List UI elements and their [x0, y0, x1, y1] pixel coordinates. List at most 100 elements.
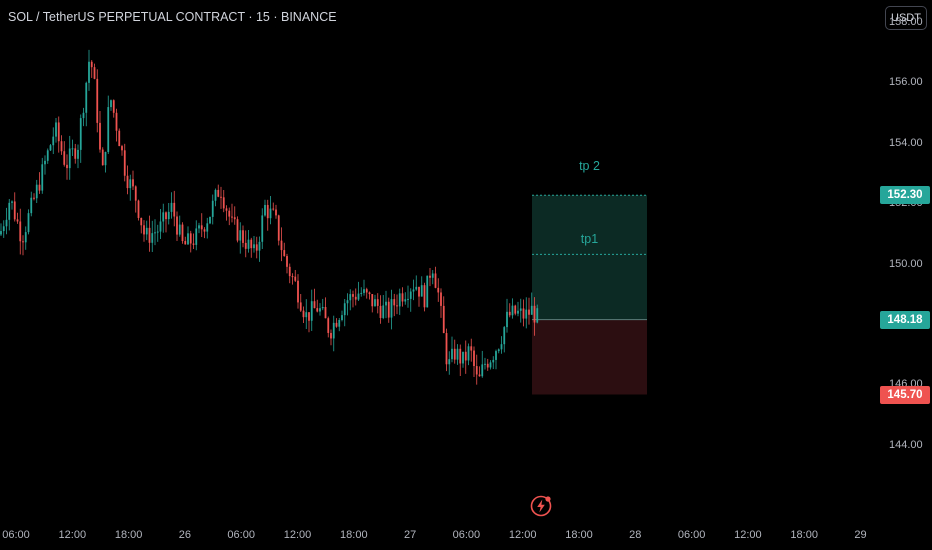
- candle-body: [269, 208, 272, 219]
- candle-body: [398, 293, 401, 307]
- candle-body: [206, 223, 209, 232]
- candle-body: [396, 305, 398, 307]
- candle-body: [123, 150, 126, 176]
- symbol-title[interactable]: SOL / TetherUS PERPETUAL CONTRACT · 15 ·…: [8, 10, 337, 24]
- candle-body: [90, 61, 93, 68]
- candle-body: [379, 305, 382, 318]
- candle-body: [332, 322, 335, 339]
- candle-body: [211, 200, 214, 217]
- candle-body: [195, 228, 198, 245]
- candle-body: [107, 107, 110, 152]
- lightning-bolt-icon[interactable]: [529, 494, 553, 518]
- current-price-badge: 148.18: [880, 310, 930, 329]
- candle-body: [401, 293, 404, 302]
- candle-body: [495, 351, 497, 360]
- candle-body: [173, 202, 176, 217]
- candle-body: [27, 213, 30, 233]
- candle-body: [327, 318, 330, 333]
- candle-body: [374, 299, 376, 307]
- candle-body: [280, 240, 283, 251]
- candle-body: [321, 307, 324, 309]
- candle-body: [200, 225, 203, 230]
- candle-body: [442, 305, 445, 334]
- candle-body: [448, 359, 451, 365]
- candle-body: [464, 351, 467, 361]
- candle-body: [134, 186, 137, 201]
- candle-body: [462, 351, 464, 364]
- candle-body: [341, 315, 343, 321]
- candle-body: [434, 273, 437, 288]
- candle-body: [423, 285, 426, 308]
- candle-body: [121, 146, 123, 151]
- candle-body: [79, 118, 82, 150]
- candle-body: [533, 305, 536, 323]
- candle-body: [349, 294, 352, 301]
- candle-body: [74, 148, 77, 159]
- candle-body: [288, 266, 291, 277]
- candle-body: [52, 136, 55, 146]
- candle-body: [99, 122, 101, 150]
- candle-body: [176, 216, 178, 235]
- candle-body: [33, 197, 35, 199]
- candle-body: [508, 311, 511, 316]
- candle-body: [467, 346, 470, 361]
- stop-price-badge: 145.70: [880, 385, 930, 404]
- stop-zone[interactable]: [532, 319, 647, 395]
- candle-body: [253, 244, 255, 249]
- candle-body: [143, 225, 145, 235]
- candle-body: [486, 363, 489, 368]
- candle-body: [363, 289, 365, 293]
- candle-body: [525, 309, 528, 319]
- time-tick-label: 18:00: [340, 529, 368, 541]
- time-tick-label: 12:00: [58, 529, 87, 541]
- candle-body: [258, 241, 261, 251]
- time-tick-label: 12:00: [734, 529, 762, 541]
- candle-body: [305, 312, 308, 318]
- candle-body: [503, 327, 506, 345]
- candle-body: [382, 305, 385, 318]
- candle-body: [445, 333, 448, 365]
- position-zones: [532, 194, 647, 395]
- time-tick-label: 12:00: [283, 529, 312, 541]
- candle-body: [481, 364, 484, 377]
- candle-body: [407, 298, 409, 300]
- candle-body: [55, 122, 57, 137]
- candle-body: [283, 250, 286, 257]
- candle-body: [159, 221, 162, 232]
- currency-button[interactable]: USDT: [885, 6, 927, 30]
- candle-body: [41, 164, 44, 191]
- time-tick-label: 06:00: [227, 529, 255, 541]
- target-zone[interactable]: [532, 195, 647, 320]
- candle-body: [220, 196, 222, 198]
- candle-body: [415, 286, 418, 290]
- candle-body: [162, 212, 165, 222]
- candle-body: [478, 374, 481, 377]
- candle-body: [151, 233, 154, 243]
- target-price-badge: 152.30: [880, 186, 930, 205]
- candle-body: [277, 215, 280, 241]
- time-tick-label: 28: [629, 529, 642, 541]
- candle-body: [140, 217, 143, 226]
- candle-body: [286, 256, 288, 267]
- candle-body: [38, 184, 41, 191]
- candle-body: [404, 299, 407, 302]
- price-tick-label: 156.00: [889, 76, 923, 89]
- candle-body: [63, 151, 66, 165]
- candle-body: [365, 289, 368, 293]
- candle-body: [225, 208, 228, 211]
- candle-body: [368, 292, 371, 295]
- candle-body: [530, 305, 533, 315]
- candle-body: [187, 233, 189, 245]
- candle-body: [11, 201, 13, 203]
- candle-body: [145, 227, 148, 235]
- candle-body: [338, 320, 341, 327]
- candle-body: [500, 344, 503, 350]
- candle-body: [214, 189, 217, 201]
- candle-body: [371, 294, 374, 307]
- candle-body: [178, 224, 181, 235]
- candle-body: [71, 148, 74, 150]
- candle-body: [217, 189, 220, 197]
- candle-body: [426, 275, 429, 308]
- candle-body: [46, 150, 49, 161]
